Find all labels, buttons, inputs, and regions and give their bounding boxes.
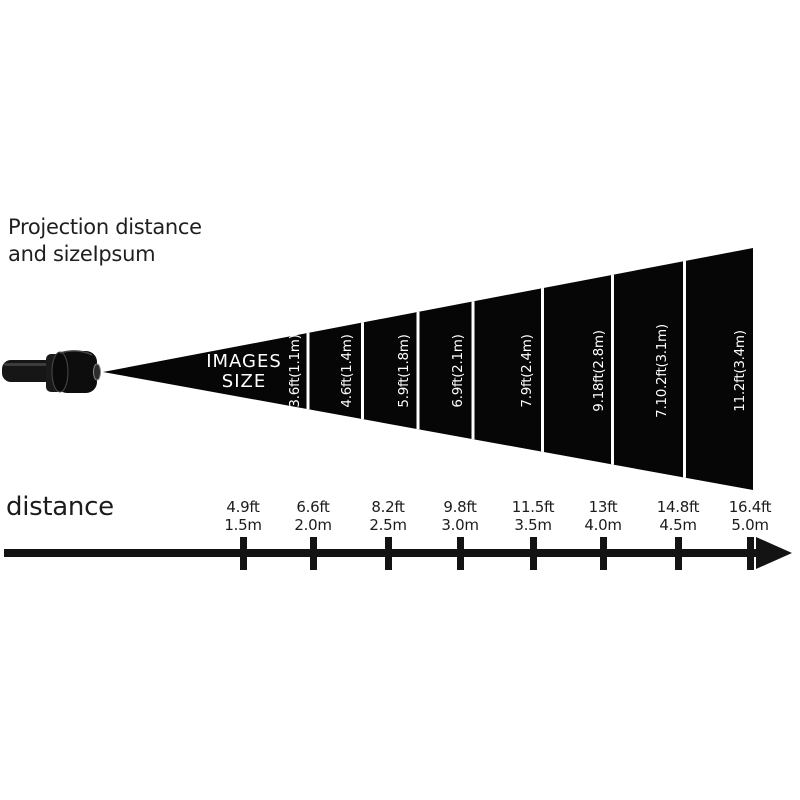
tick-label-ft: 8.2ft	[371, 498, 405, 516]
tick-label-m: 1.5m	[224, 516, 262, 534]
tick-label-m: 2.0m	[294, 516, 332, 534]
segment-divider	[471, 248, 475, 490]
tick-label: 16.4ft 5.0m	[729, 498, 772, 534]
segment-size-label: 7.9ft(2.4m)	[519, 334, 535, 408]
tick-label-ft: 14.8ft	[656, 498, 700, 516]
images-size-label: IMAGES SIZE	[206, 352, 282, 392]
axis-tick	[529, 537, 537, 570]
segment-divider	[361, 248, 364, 490]
tick-label: 14.8ft 4.5m	[657, 498, 700, 534]
segment-size-label: 4.6ft(1.4m)	[339, 334, 355, 408]
segment-size-label: 6.9ft(2.1m)	[450, 334, 466, 408]
tick-label-m: 4.5m	[659, 516, 697, 534]
axis-tick	[456, 537, 464, 570]
diagram-title-line2: and sizeIpsum	[8, 242, 156, 266]
axis-tick	[239, 537, 247, 570]
distance-axis-line	[4, 549, 758, 557]
tick-label: 4.9ft 1.5m	[224, 498, 262, 534]
tick-label-ft: 13ft	[588, 498, 618, 516]
segment-divider	[683, 248, 686, 490]
tick-label-ft: 4.9ft	[226, 498, 260, 516]
segment-size-label: 3.6ft(1.1m)	[287, 334, 303, 408]
distance-axis-title: distance	[6, 492, 114, 522]
segment-size-label: 9.18ft(2.8m)	[591, 330, 607, 412]
axis-arrowhead-icon	[756, 537, 792, 569]
tick-label-m: 3.5m	[514, 516, 552, 534]
tick-label: 13ft 4.0m	[584, 498, 622, 534]
axis-tick	[599, 537, 607, 570]
axis-tick	[746, 537, 754, 570]
axis-tick	[384, 537, 392, 570]
segment-dividers	[306, 248, 686, 490]
diagram-title: Projection distance and sizeIpsum	[8, 214, 202, 268]
tick-label: 9.8ft 3.0m	[441, 498, 479, 534]
projection-cone	[103, 248, 753, 490]
segment-size-label: 11.2ft(3.4m)	[732, 330, 748, 412]
projector-icon	[2, 350, 101, 393]
segment-size-label: 7.10.2ft(3.1m)	[654, 324, 670, 418]
segment-size-label: 5.9ft(1.8m)	[396, 334, 412, 408]
images-size-line1: IMAGES	[206, 351, 282, 372]
tick-label: 6.6ft 2.0m	[294, 498, 332, 534]
tick-label: 11.5ft 3.5m	[512, 498, 555, 534]
segment-divider	[306, 248, 310, 490]
axis-tick	[309, 537, 317, 570]
tick-label-m: 2.5m	[369, 516, 407, 534]
segment-divider	[611, 248, 614, 490]
segment-divider	[541, 248, 544, 490]
tick-label: 8.2ft 2.5m	[369, 498, 407, 534]
tick-label-ft: 9.8ft	[443, 498, 477, 516]
axis-tick	[674, 537, 682, 570]
tick-label-ft: 16.4ft	[728, 498, 772, 516]
diagram-title-line1: Projection distance	[8, 215, 202, 239]
tick-label-m: 3.0m	[441, 516, 479, 534]
tick-label-ft: 11.5ft	[511, 498, 555, 516]
tick-label-ft: 6.6ft	[296, 498, 330, 516]
images-size-line2: SIZE	[221, 371, 267, 392]
tick-label-m: 4.0m	[584, 516, 622, 534]
segment-divider	[416, 248, 420, 490]
tick-label-m: 5.0m	[731, 516, 769, 534]
